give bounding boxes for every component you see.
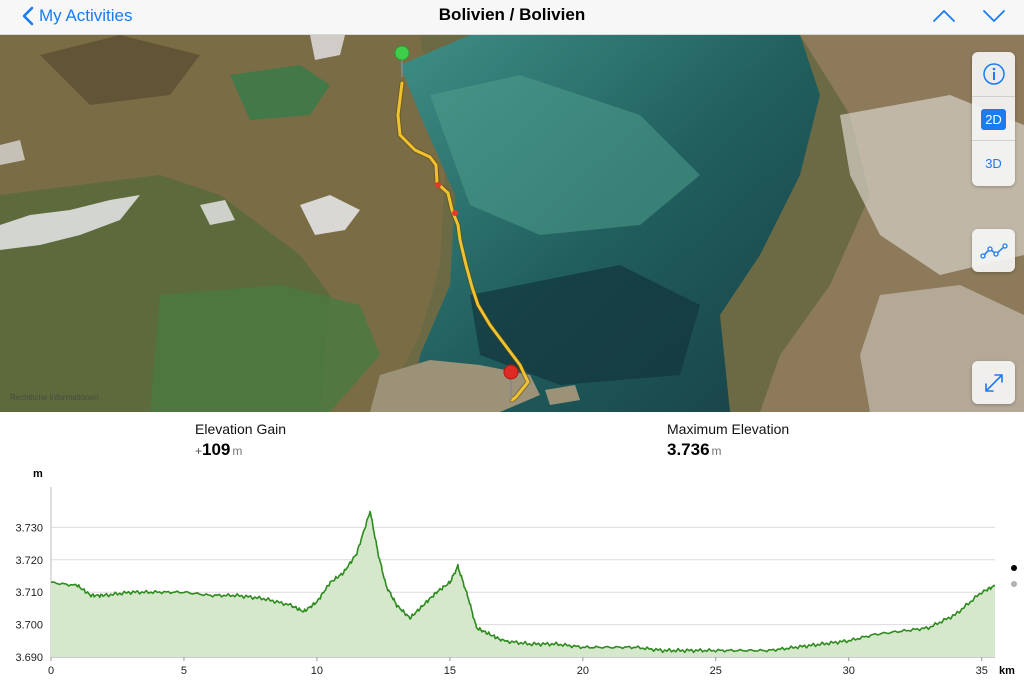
x-tick-label: 15 <box>444 665 456 677</box>
legal-info-link[interactable]: Rechtliche Informationen <box>10 393 99 402</box>
map-control-group: 2D 3D <box>972 52 1015 186</box>
route-profile-button[interactable] <box>972 229 1015 272</box>
mode-2d-button[interactable]: 2D <box>972 96 1015 141</box>
x-axis-unit: km <box>999 665 1015 677</box>
x-tick-label: 10 <box>311 665 323 677</box>
back-button[interactable]: My Activities <box>22 4 133 28</box>
mode-3d-label: 3D <box>985 156 1002 171</box>
mode-2d-label: 2D <box>981 108 1006 130</box>
elevation-gain-stat: Elevation Gain +109 m <box>195 421 286 460</box>
y-tick-label: 3.710 <box>15 587 43 599</box>
elevation-area <box>51 511 995 657</box>
y-tick-label: 3.730 <box>15 522 43 534</box>
elevation-chart[interactable]: m km 3.690 3.700 3.710 3.720 3.730 0 5 10 15 20 25… <box>0 462 1024 688</box>
page-title: Bolivien / Bolivien <box>438 5 586 24</box>
max-elevation-label: Maximum Elevation <box>667 421 790 437</box>
back-label: My Activities <box>39 6 133 25</box>
page-dot-active[interactable] <box>1011 565 1017 571</box>
info-icon <box>982 63 1005 85</box>
max-elevation-unit: m <box>711 444 722 458</box>
satellite-map[interactable]: Rechtliche Informationen 2D 3D <box>0 35 1024 412</box>
y-tick-label: 3.690 <box>15 652 43 664</box>
elevation-line <box>50 510 996 654</box>
elevation-gain-prefix: + <box>195 444 203 458</box>
page-dot-inactive[interactable] <box>1011 581 1017 587</box>
expand-map-button[interactable] <box>972 361 1015 404</box>
chevron-left-icon <box>22 6 34 26</box>
elevation-gain-unit: m <box>232 444 243 458</box>
x-tick-label: 5 <box>181 665 187 677</box>
max-elevation-value: 3.736 <box>667 440 710 459</box>
elevation-gain-value: 109 <box>202 440 231 459</box>
elevation-gain-label: Elevation Gain <box>195 421 287 437</box>
route-profile-icon <box>979 242 1008 259</box>
navigation-bar: My Activities Bolivien / Bolivien <box>0 0 1024 35</box>
x-tick-label: 25 <box>710 665 722 677</box>
expand-icon <box>984 373 1003 392</box>
map-imagery <box>0 35 1024 412</box>
max-elevation-value-row: 3.736 m <box>667 440 789 460</box>
max-elevation-stat: Maximum Elevation 3.736 m <box>667 421 789 460</box>
y-tick-label: 3.720 <box>15 555 43 567</box>
info-button[interactable] <box>972 52 1015 96</box>
x-tick-label: 35 <box>976 665 988 677</box>
x-tick-label: 30 <box>843 665 855 677</box>
y-tick-label: 3.700 <box>15 620 43 632</box>
x-tick-label: 20 <box>577 665 589 677</box>
x-tick-label: 0 <box>48 665 54 677</box>
elevation-chart-svg: 3.690 3.700 3.710 3.720 3.730 0 5 10 15 20 25 30 35 <box>15 487 996 677</box>
mode-3d-button[interactable]: 3D <box>972 140 1015 186</box>
elevation-gain-value-row: +109 m <box>195 440 286 460</box>
chevron-down-icon[interactable] <box>982 6 1006 26</box>
y-axis-unit: m <box>33 468 43 480</box>
chevron-up-icon[interactable] <box>932 6 956 26</box>
